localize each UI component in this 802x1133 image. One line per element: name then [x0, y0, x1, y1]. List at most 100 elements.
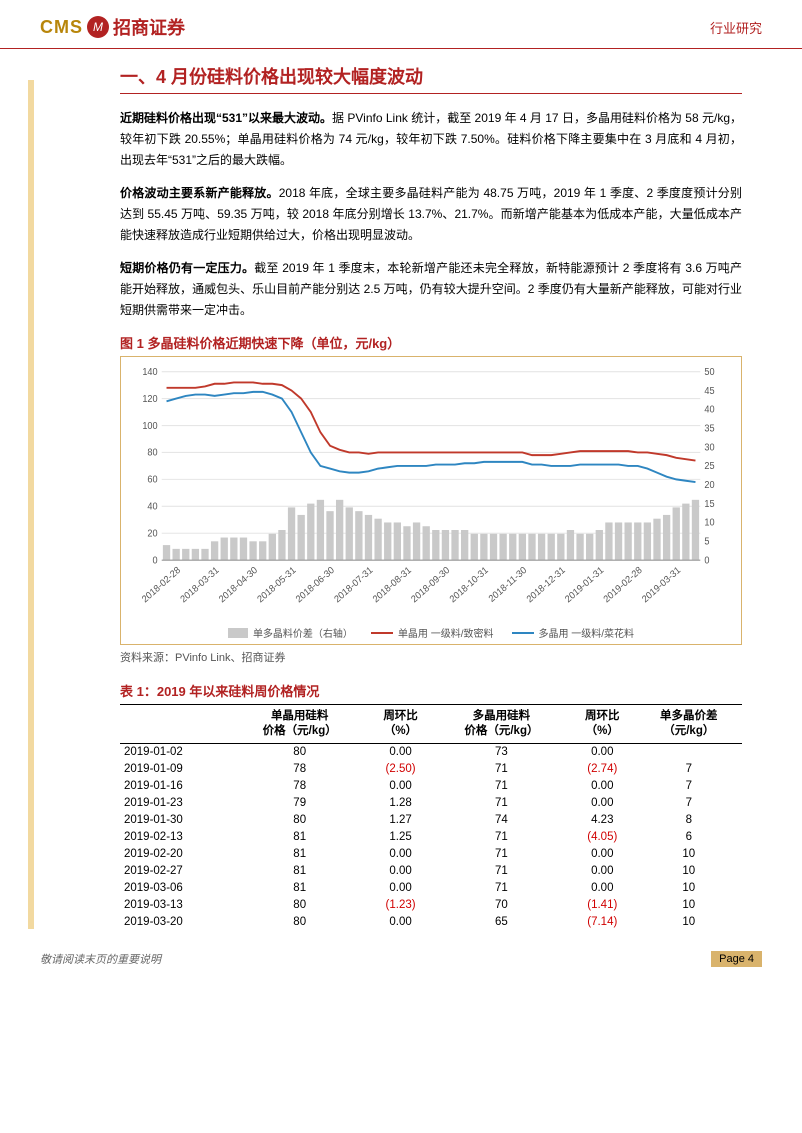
svg-text:10: 10 — [704, 517, 714, 528]
table-cell: 7 — [636, 761, 742, 778]
svg-text:140: 140 — [142, 367, 157, 378]
table-cell-date: 2019-01-16 — [120, 778, 232, 795]
svg-text:30: 30 — [704, 442, 714, 453]
table-cell: 0.00 — [569, 778, 636, 795]
table-cell-date: 2019-03-20 — [120, 914, 232, 931]
price-chart: 0204060801001201400510152025303540455020… — [125, 363, 737, 623]
table-row: 2019-03-1380(1.23)70(1.41)10 — [120, 897, 742, 914]
table-cell: 73 — [434, 743, 569, 761]
svg-text:2018-12-31: 2018-12-31 — [525, 565, 568, 606]
table-cell: 1.28 — [367, 795, 434, 812]
table-cell: 10 — [636, 897, 742, 914]
table-cell: 71 — [434, 863, 569, 880]
table-cell: 0.00 — [569, 880, 636, 897]
legend-bar: 单多晶料价差（右轴） — [228, 625, 353, 640]
table-cell: 81 — [232, 880, 367, 897]
table-cell: 80 — [232, 743, 367, 761]
table-cell: 71 — [434, 778, 569, 795]
svg-text:35: 35 — [704, 423, 714, 434]
table-cell: 80 — [232, 897, 367, 914]
legend-mono-label: 单晶用 一级料/致密料 — [398, 625, 494, 640]
paragraph-lead: 近期硅料价格出现“531”以来最大波动。 — [120, 111, 332, 125]
table-cell: 0.00 — [367, 778, 434, 795]
page-header: CMS M 招商证券 行业研究 — [0, 0, 802, 49]
table-cell-date: 2019-01-02 — [120, 743, 232, 761]
svg-text:50: 50 — [704, 367, 714, 378]
table-cell: 81 — [232, 863, 367, 880]
table-row: 2019-02-13811.2571(4.05)6 — [120, 829, 742, 846]
table-cell: 80 — [232, 812, 367, 829]
table-cell: 7 — [636, 795, 742, 812]
table-cell: (1.23) — [367, 897, 434, 914]
table-row: 2019-02-20810.00710.0010 — [120, 846, 742, 863]
table-cell: 78 — [232, 778, 367, 795]
paragraph-block: 近期硅料价格出现“531”以来最大波动。据 PVinfo Link 统计，截至 … — [120, 108, 742, 321]
svg-text:45: 45 — [704, 386, 714, 397]
table-cell: 4.23 — [569, 812, 636, 829]
table-col-header: 多晶用硅料价格（元/kg） — [434, 705, 569, 744]
table-cell: 0.00 — [367, 914, 434, 931]
table-col-header: 单多晶价差（元/kg） — [636, 705, 742, 744]
svg-text:2018-08-31: 2018-08-31 — [371, 565, 414, 606]
chart-legend: 单多晶料价差（右轴） 单晶用 一级料/致密料 多晶用 一级料/菜花料 — [125, 623, 737, 640]
svg-text:80: 80 — [147, 447, 157, 458]
table-cell: 71 — [434, 795, 569, 812]
table-cell: 81 — [232, 846, 367, 863]
table-cell: 0.00 — [367, 863, 434, 880]
chart-source: 资料来源：PVinfo Link、招商证券 — [120, 649, 742, 665]
table-cell: 71 — [434, 829, 569, 846]
table-cell: 74 — [434, 812, 569, 829]
logo-circle-icon: M — [87, 16, 109, 38]
table-cell: 0.00 — [569, 743, 636, 761]
svg-text:2018-06-30: 2018-06-30 — [294, 565, 337, 606]
table-cell-date: 2019-03-06 — [120, 880, 232, 897]
table-body: 2019-01-02800.00730.002019-01-0978(2.50)… — [120, 743, 742, 931]
legend-bar-swatch — [228, 628, 248, 638]
table-cell: 0.00 — [569, 795, 636, 812]
table-col-header: 周环比（%） — [569, 705, 636, 744]
table-cell: 80 — [232, 914, 367, 931]
svg-text:2018-10-31: 2018-10-31 — [448, 565, 491, 606]
svg-text:25: 25 — [704, 461, 714, 472]
table-row: 2019-01-30801.27744.238 — [120, 812, 742, 829]
table-cell: 78 — [232, 761, 367, 778]
legend-bar-label: 单多晶料价差（右轴） — [253, 625, 353, 640]
svg-text:2018-07-31: 2018-07-31 — [332, 565, 375, 606]
price-table: 单晶用硅料价格（元/kg）周环比（%）多晶用硅料价格（元/kg）周环比（%）单多… — [120, 704, 742, 931]
svg-text:100: 100 — [142, 421, 157, 432]
table-row: 2019-03-20800.0065(7.14)10 — [120, 914, 742, 931]
table-cell-date: 2019-02-20 — [120, 846, 232, 863]
source-prefix: 资料来源： — [120, 652, 175, 664]
table-row: 2019-03-06810.00710.0010 — [120, 880, 742, 897]
table-cell: (1.41) — [569, 897, 636, 914]
table-cell: 1.25 — [367, 829, 434, 846]
table-row: 2019-01-0978(2.50)71(2.74)7 — [120, 761, 742, 778]
table-cell: (2.50) — [367, 761, 434, 778]
table-cell: (7.14) — [569, 914, 636, 931]
svg-text:2018-04-30: 2018-04-30 — [217, 565, 260, 606]
table-cell — [636, 743, 742, 761]
content-area: 一、4 月份硅料价格出现较大幅度波动 近期硅料价格出现“531”以来最大波动。据… — [0, 49, 802, 943]
legend-poly-label: 多晶用 一级料/菜花料 — [539, 625, 635, 640]
table-cell: 71 — [434, 846, 569, 863]
svg-text:0: 0 — [153, 555, 158, 566]
side-stripe — [28, 80, 34, 929]
table-row: 2019-01-16780.00710.007 — [120, 778, 742, 795]
svg-text:2018-11-30: 2018-11-30 — [487, 565, 529, 605]
table-cell-date: 2019-02-13 — [120, 829, 232, 846]
table-cell: 0.00 — [569, 863, 636, 880]
paragraph: 短期价格仍有一定压力。截至 2019 年 1 季度末，本轮新增产能还未完全释放，… — [120, 258, 742, 321]
table-row: 2019-01-23791.28710.007 — [120, 795, 742, 812]
header-category: 行业研究 — [710, 18, 762, 37]
legend-line-mono: 单晶用 一级料/致密料 — [371, 625, 494, 640]
svg-text:60: 60 — [147, 474, 157, 485]
svg-text:2018-05-31: 2018-05-31 — [255, 565, 298, 606]
table-cell: 0.00 — [367, 880, 434, 897]
svg-text:2019-02-28: 2019-02-28 — [602, 565, 645, 606]
table-cell-date: 2019-02-27 — [120, 863, 232, 880]
table-cell: 10 — [636, 846, 742, 863]
svg-text:15: 15 — [704, 499, 714, 510]
chart-container: 0204060801001201400510152025303540455020… — [120, 356, 742, 645]
table-cell-date: 2019-03-13 — [120, 897, 232, 914]
svg-text:40: 40 — [704, 404, 714, 415]
